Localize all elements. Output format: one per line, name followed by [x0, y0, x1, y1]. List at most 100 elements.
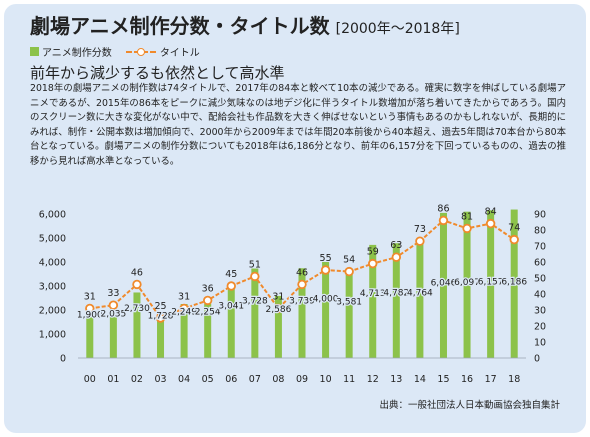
bar-value-label: 2,254 [195, 308, 221, 318]
bar-mark [439, 212, 447, 358]
x-tick-label: 02 [131, 374, 143, 385]
bar-mark [298, 268, 306, 358]
description-paragraph: 2018年の劇場アニメの制作数は74タイトルで、2017年の84本と較べて10本… [30, 83, 566, 167]
y-tick-label: 2,000 [39, 306, 66, 317]
line-value-label: 86 [437, 203, 449, 214]
bar-mark [322, 262, 330, 358]
line-value-label: 45 [225, 269, 237, 280]
x-tick-label: 01 [107, 374, 119, 385]
x-tick-label: 18 [508, 374, 520, 385]
line-point [509, 234, 519, 245]
bar-value-label: 2,730 [124, 304, 150, 314]
x-tick-label: 16 [461, 374, 473, 385]
legend-line-swatch [125, 47, 156, 57]
x-tick-label: 04 [178, 374, 190, 385]
chart-legend: アニメ制作分数 タイトル [30, 44, 200, 59]
bar-mark [251, 268, 259, 358]
y-tick-label: 1,000 [39, 330, 66, 341]
bar-value-label: 2,249 [171, 308, 197, 318]
line-point [85, 303, 95, 314]
line-point [273, 303, 284, 314]
bar-mark [510, 209, 518, 358]
line-value-label: 51 [249, 259, 261, 270]
bar-value-label: 4,000 [313, 294, 339, 304]
line-point [132, 279, 142, 290]
x-tick-label: 03 [154, 374, 166, 385]
x-tick-label: 13 [390, 374, 402, 385]
line-point [485, 218, 496, 229]
line-point [438, 215, 449, 226]
line-point [202, 295, 213, 306]
bar-value-label: 4,764 [407, 288, 433, 298]
x-tick-label: 12 [367, 374, 379, 385]
line-value-label: 46 [131, 267, 143, 278]
line-point [391, 252, 402, 262]
line-value-label: 55 [320, 253, 332, 264]
x-tick-label: 15 [437, 374, 449, 385]
bar-mark [227, 285, 235, 358]
subheading: 前年から減少するも依然として高水準 [30, 64, 285, 82]
bar-value-label: 3,041 [218, 302, 244, 312]
bar-mark [487, 210, 495, 358]
bar-mark [416, 243, 424, 358]
y2-tick-label: 50 [534, 274, 546, 285]
bar-mark [133, 292, 141, 358]
line-value-label: 59 [367, 247, 379, 258]
title-text: 劇場アニメ制作分数・タイトル数 [30, 14, 330, 38]
line-value-label: 46 [296, 267, 308, 278]
x-tick-label: 07 [249, 374, 261, 385]
line-value-label: 81 [461, 211, 473, 222]
y2-tick-label: 60 [534, 258, 546, 269]
y2-tick-label: 0 [534, 354, 540, 365]
chart-title: 劇場アニメ制作分数・タイトル数 [2000年〜2018年] [30, 10, 460, 39]
bar-value-label: 2,586 [266, 305, 292, 315]
line-point [155, 313, 166, 323]
bar-value-label: 4,713 [360, 289, 386, 299]
y-tick-label: 3,000 [39, 282, 66, 293]
line-point [415, 236, 425, 246]
bar-mark [369, 244, 377, 358]
x-tick-label: 09 [296, 374, 308, 385]
x-tick-label: 05 [202, 374, 214, 385]
bar-value-label: 4,782 [383, 288, 409, 298]
line-point [108, 300, 119, 310]
line-point [179, 303, 189, 314]
bar-value-label: 6,186 [501, 277, 527, 287]
legend-minutes-label: アニメ制作分数 [42, 48, 112, 59]
line-value-label: 31 [272, 291, 284, 302]
line-point [344, 266, 354, 277]
y-tick-label: 0 [60, 354, 66, 365]
bar-value-label: 3,581 [336, 297, 362, 307]
bar-mark [157, 316, 165, 358]
line-point [297, 279, 307, 290]
legend-titles-label: タイトル [159, 48, 200, 59]
bar-mark [274, 295, 282, 358]
line-point [320, 265, 331, 275]
y2-tick-label: 70 [534, 242, 546, 253]
y-tick-label: 4,000 [39, 258, 66, 269]
bar-value-label: 3,739 [289, 296, 315, 306]
line-point [226, 281, 236, 291]
line-value-label: 36 [202, 283, 214, 294]
bar-value-label: 3,728 [242, 296, 268, 306]
line-value-label: 33 [107, 288, 119, 299]
line-value-label: 31 [178, 291, 190, 302]
x-tick-label: 11 [343, 374, 355, 385]
line-value-label: 74 [508, 223, 520, 234]
x-tick-label: 08 [272, 374, 284, 385]
x-tick-label: 14 [414, 374, 426, 385]
line-value-label: 63 [390, 240, 402, 251]
bar-mark [345, 272, 353, 358]
bar-value-label: 1,900 [77, 310, 103, 320]
line-value-label: 54 [343, 255, 355, 266]
y2-tick-label: 10 [534, 338, 546, 349]
line-value-label: 84 [485, 207, 497, 218]
line-point [250, 271, 260, 282]
source-note: 出典：一般社団法人日本動画協会独自集計 [379, 400, 560, 411]
bar-value-label: 2,035 [100, 309, 126, 319]
x-tick-label: 06 [225, 374, 237, 385]
bar-mark [392, 243, 400, 358]
bar-mark [463, 211, 471, 358]
line-value-label: 31 [84, 291, 96, 302]
y2-tick-label: 20 [534, 322, 546, 333]
